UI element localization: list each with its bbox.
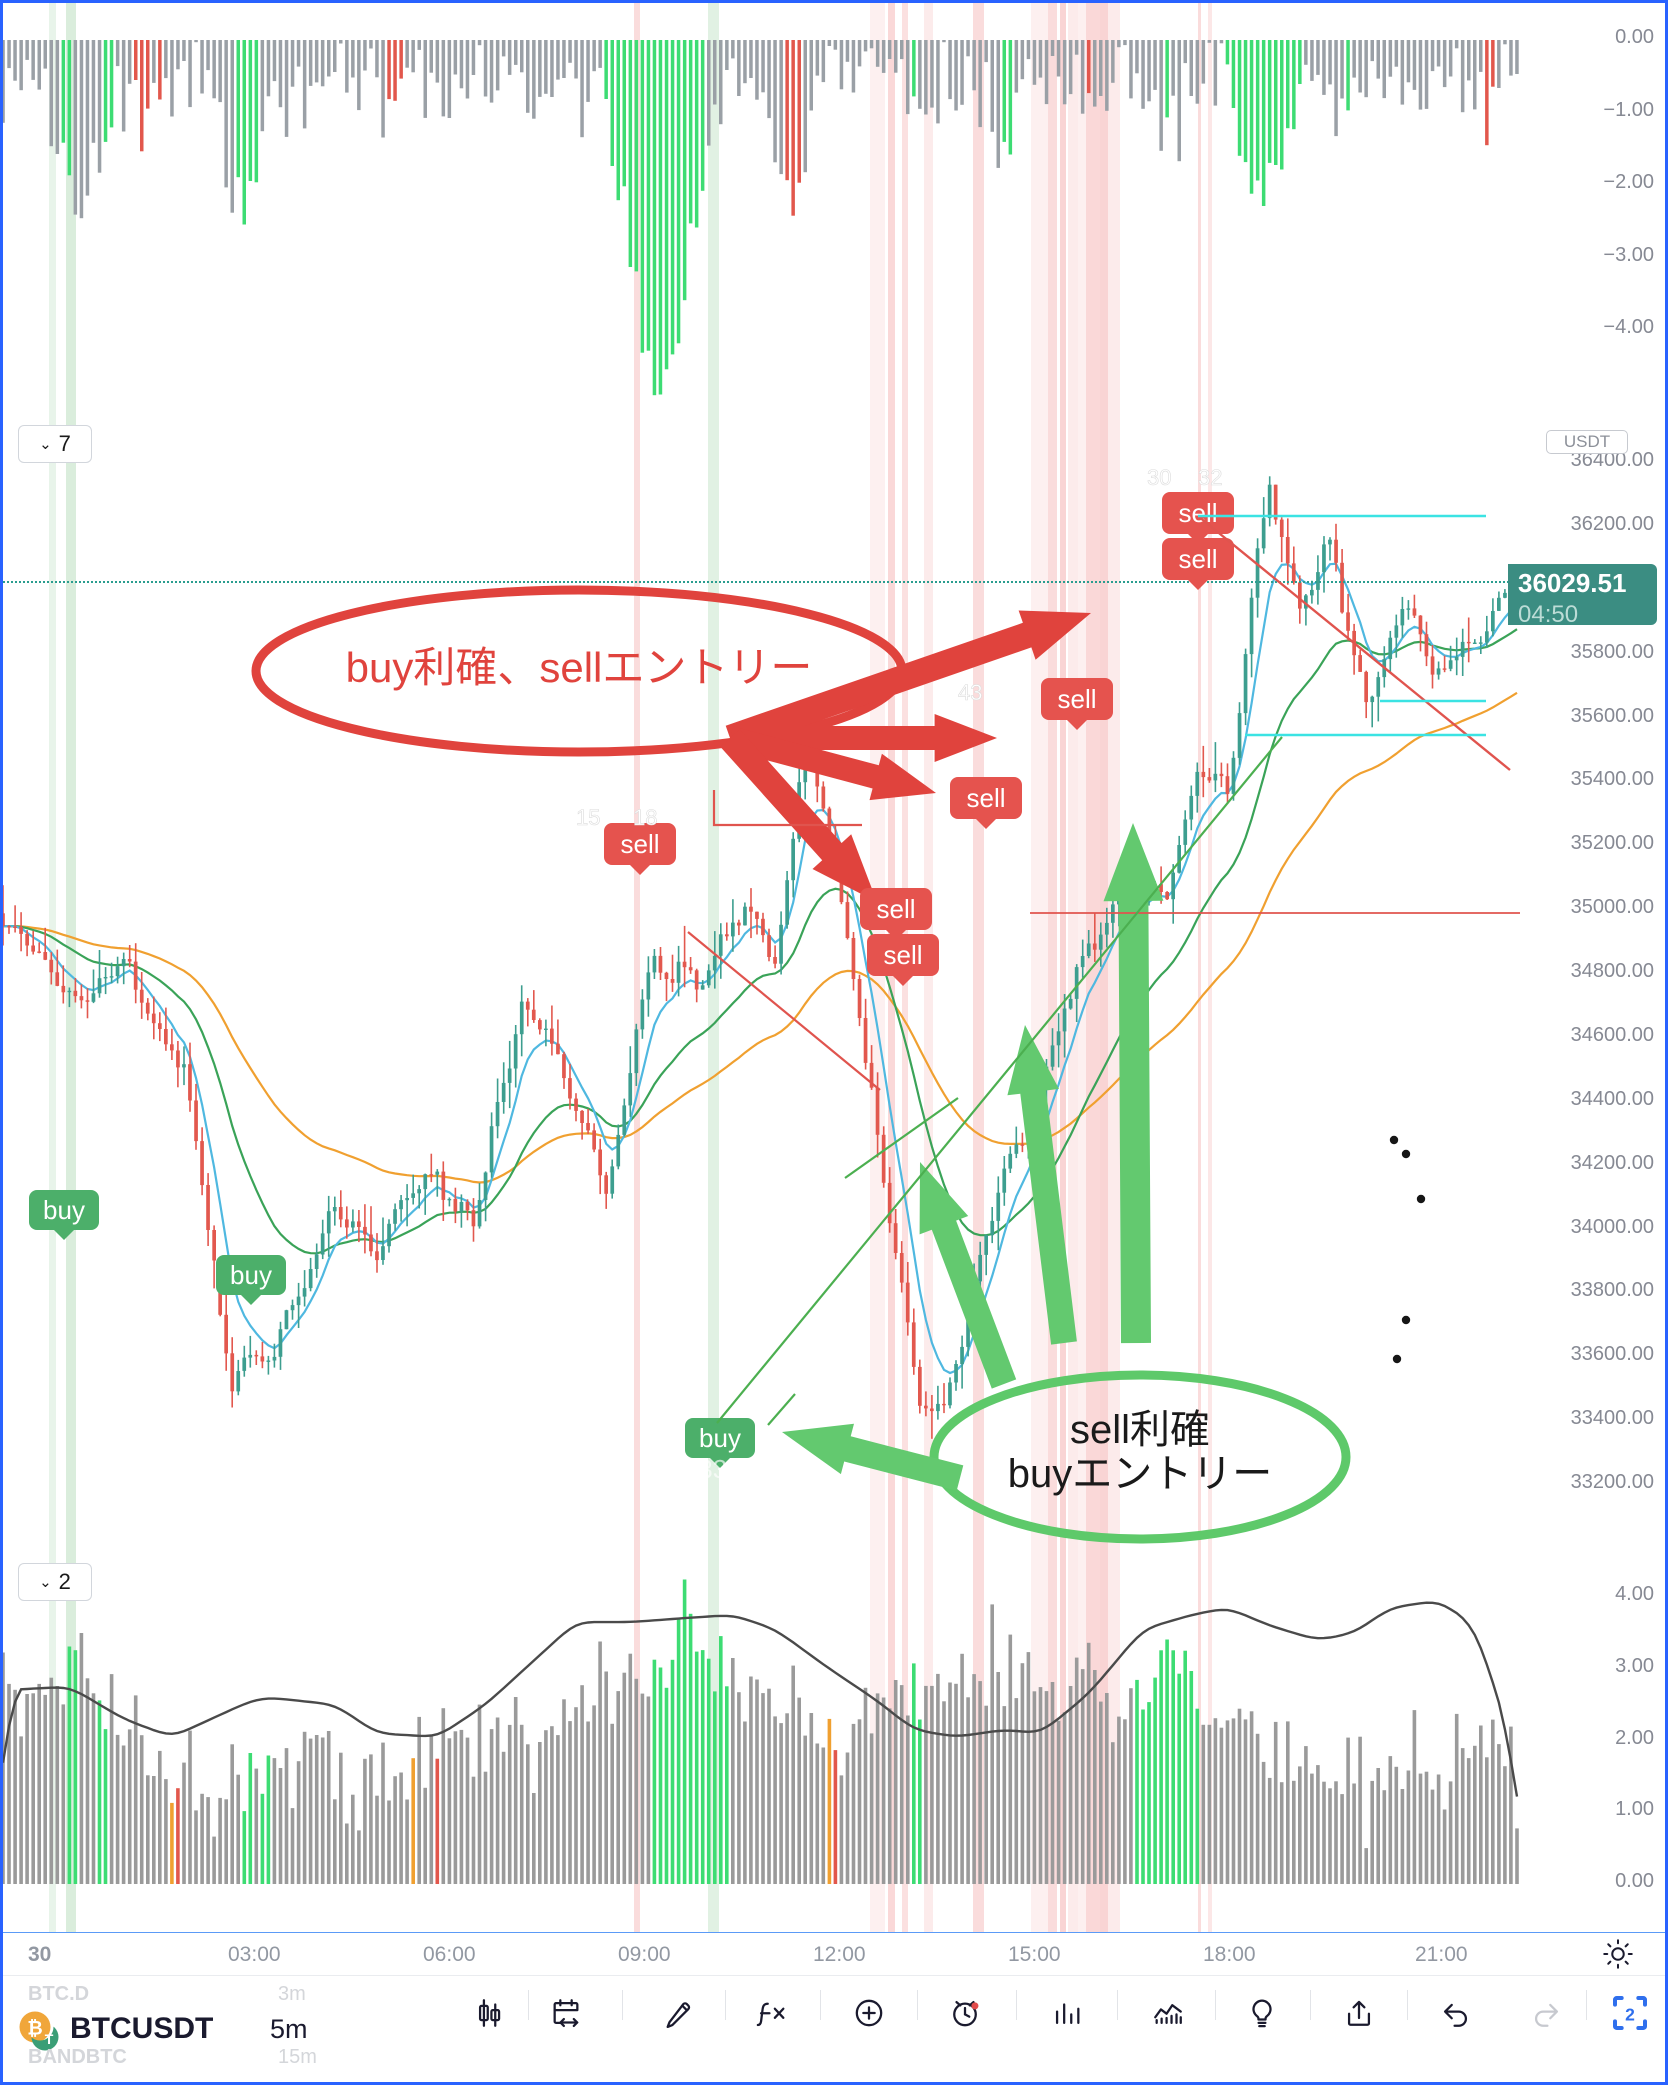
svg-text:2: 2 [1625,2005,1635,2025]
svg-text:T: T [45,2031,54,2047]
